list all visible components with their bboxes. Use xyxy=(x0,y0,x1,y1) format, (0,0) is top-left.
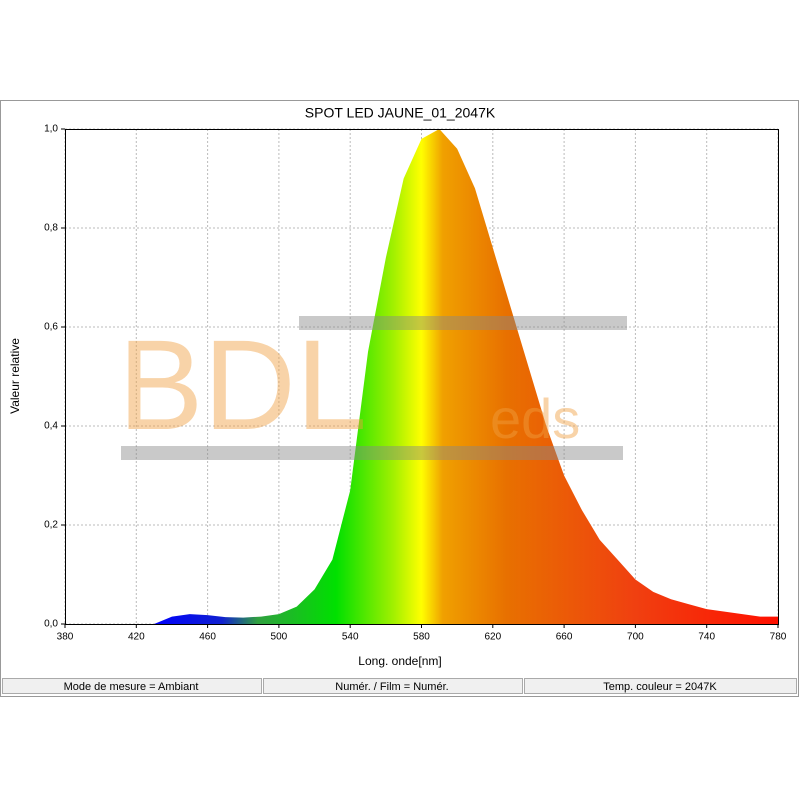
watermark-bar xyxy=(121,446,623,460)
x-tick-label: 740 xyxy=(698,632,715,643)
marks xyxy=(154,129,778,624)
x-tick-label: 500 xyxy=(271,632,288,643)
status-cell xyxy=(524,678,797,694)
y-axis-label: Valeur relative xyxy=(8,338,22,414)
spectrum-area xyxy=(154,129,778,624)
x-tick-label: 420 xyxy=(128,632,145,643)
x-tick-label: 660 xyxy=(556,632,573,643)
x-axis-label: Long. onde[nm] xyxy=(358,654,441,668)
x-tick-label: 540 xyxy=(342,632,359,643)
x-tick-label: 460 xyxy=(199,632,216,643)
status-cell xyxy=(263,678,523,694)
y-tick-label: 1,0 xyxy=(44,124,58,135)
x-tick-label: 700 xyxy=(627,632,644,643)
plot-frame xyxy=(65,129,779,625)
watermark-bar xyxy=(299,316,627,330)
y-tick-label: 0,0 xyxy=(44,619,58,630)
y-tick-label: 0,8 xyxy=(44,223,58,234)
x-tick-label: 620 xyxy=(484,632,501,643)
watermark-main: BDL xyxy=(118,314,367,457)
watermark-suffix: eds xyxy=(490,387,580,450)
status-text: Mode de mesure = Ambiant xyxy=(64,681,199,693)
status-text: Numér. / Film = Numér. xyxy=(335,681,448,693)
status-bar: Mode de mesure = Ambiant Numér. / Film =… xyxy=(2,678,797,694)
y-tick-label: 0,6 xyxy=(44,322,58,333)
x-tick-label: 580 xyxy=(413,632,430,643)
y-tick-label: 0,4 xyxy=(44,421,58,432)
x-tick-label: 380 xyxy=(57,632,74,643)
watermark: BDL eds xyxy=(118,314,627,460)
y-tick-label: 0,2 xyxy=(44,520,58,531)
status-cell xyxy=(2,678,262,694)
x-tick-label: 780 xyxy=(770,632,787,643)
status-text: Temp. couleur = 2047K xyxy=(603,681,717,693)
chart-title: SPOT LED JAUNE_01_2047K xyxy=(305,105,496,121)
